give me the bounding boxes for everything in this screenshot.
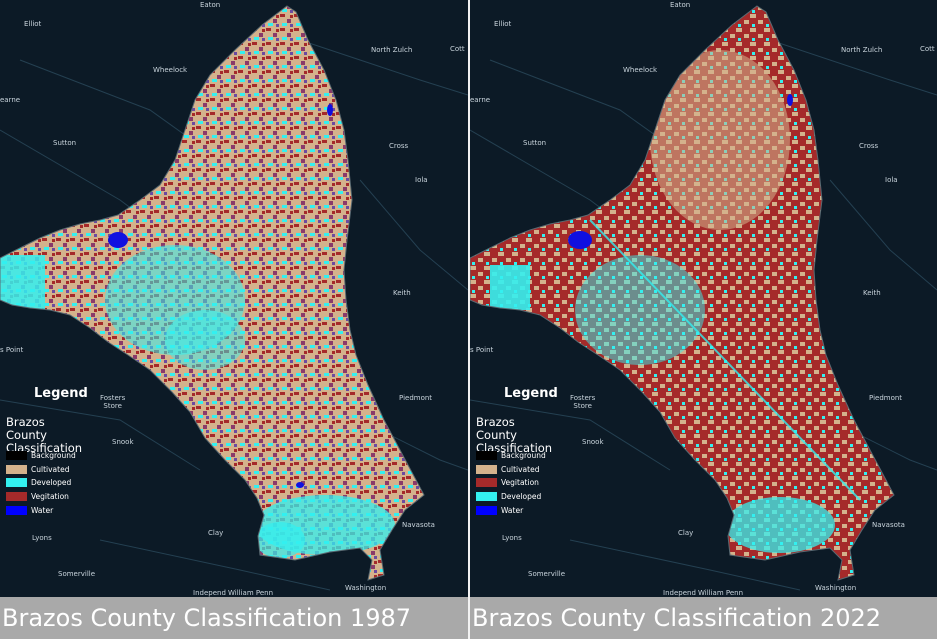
place-point: s Point [0, 346, 24, 354]
place-fosters-store: Fosters Store [100, 394, 126, 410]
place-snook: Snook [112, 438, 134, 446]
legend-list: Background Cultivated Vegitation Develop… [476, 449, 546, 517]
place-kearne: earne [0, 96, 21, 104]
legend-item: Water [476, 503, 546, 517]
legend-subtitle: Brazos County Classification [6, 415, 83, 455]
legend-item: Cultivated [6, 463, 76, 477]
legend-label: Developed [31, 478, 72, 488]
place-sutton: Sutton [53, 139, 77, 147]
legend-item: Vegitation [6, 490, 76, 504]
place-cross: Cross [389, 142, 409, 150]
place-elliot: Elliot [24, 20, 42, 28]
basemap-1987 [0, 5, 468, 591]
place-piedmont: Piedmont [399, 394, 433, 402]
legend-label: Background [501, 451, 546, 461]
map-caption-1987: Brazos County Classification 1987 [0, 597, 468, 639]
place-clay: Clay [678, 529, 694, 537]
place-lyons: Lyons [32, 534, 52, 542]
legend-label: Water [501, 505, 524, 515]
place-somerville: Somerville [528, 570, 566, 578]
basemap-2022 [470, 5, 937, 591]
place-north-zulch: North Zulch [371, 46, 413, 54]
legend-swatch-vegetation [476, 478, 497, 488]
place-eaton: Eaton [200, 1, 221, 9]
place-fosters-store: Fosters Store [570, 394, 596, 410]
legend-item: Background [476, 449, 546, 463]
place-independence: Independ [663, 589, 696, 597]
legend-item: Developed [6, 476, 76, 490]
legend-title: Legend [504, 386, 558, 401]
place-independence: Independ [193, 589, 226, 597]
place-point: s Point [470, 346, 494, 354]
place-north-zulch: North Zulch [841, 46, 883, 54]
legend-title: Legend [34, 386, 88, 401]
legend-swatch-developed [476, 492, 497, 502]
legend-swatch-water [6, 505, 27, 515]
place-cross: Cross [859, 142, 879, 150]
place-kearne: earne [470, 96, 491, 104]
place-wheelock: Wheelock [153, 66, 188, 74]
legend-label: Vegitation [501, 478, 539, 488]
legend-swatch-developed [6, 478, 27, 488]
legend-swatch-cultivated [6, 464, 27, 474]
place-cott: Cott [920, 45, 935, 53]
place-washington: Washington [345, 584, 387, 592]
legend-list: Background Cultivated Developed Vegitati… [6, 449, 76, 517]
place-cott: Cott [450, 45, 465, 53]
legend-label: Water [31, 505, 54, 515]
legend-item: Vegitation [476, 476, 546, 490]
place-lyons: Lyons [502, 534, 522, 542]
place-navasota: Navasota [872, 521, 905, 529]
place-elliot: Elliot [494, 20, 512, 28]
panel-divider [468, 0, 470, 639]
legend-swatch-background [6, 451, 27, 461]
place-washington: Washington [815, 584, 857, 592]
legend-label: Vegitation [31, 492, 69, 502]
place-iola: Iola [415, 176, 428, 184]
legend-item: Developed [476, 490, 546, 504]
legend-item: Cultivated [476, 463, 546, 477]
place-somerville: Somerville [58, 570, 96, 578]
place-eaton: Eaton [670, 1, 691, 9]
place-wheelock: Wheelock [623, 66, 658, 74]
place-william-penn: William Penn [228, 589, 274, 597]
place-iola: Iola [885, 176, 898, 184]
place-keith: Keith [863, 289, 881, 297]
legend-swatch-vegetation [6, 492, 27, 502]
legend-label: Background [31, 451, 76, 461]
place-keith: Keith [393, 289, 411, 297]
legend-subtitle: Brazos County Classification [476, 415, 553, 455]
place-sutton: Sutton [523, 139, 547, 147]
place-navasota: Navasota [402, 521, 435, 529]
legend-item: Water [6, 503, 76, 517]
legend-label: Cultivated [501, 464, 540, 474]
place-william-penn: William Penn [698, 589, 744, 597]
legend-label: Cultivated [31, 464, 70, 474]
place-clay: Clay [208, 529, 224, 537]
place-snook: Snook [582, 438, 604, 446]
place-piedmont: Piedmont [869, 394, 903, 402]
legend-item: Background [6, 449, 76, 463]
map-panel-2022: Eaton Elliot North Zulch Cott Wheelock e… [470, 0, 937, 597]
legend-swatch-cultivated [476, 464, 497, 474]
map-caption-2022: Brazos County Classification 2022 [470, 597, 937, 639]
legend-label: Developed [501, 492, 542, 502]
map-panel-1987: Eaton Elliot North Zulch Cott Wheelock e… [0, 0, 468, 597]
legend-swatch-water [476, 505, 497, 515]
legend-swatch-background [476, 451, 497, 461]
